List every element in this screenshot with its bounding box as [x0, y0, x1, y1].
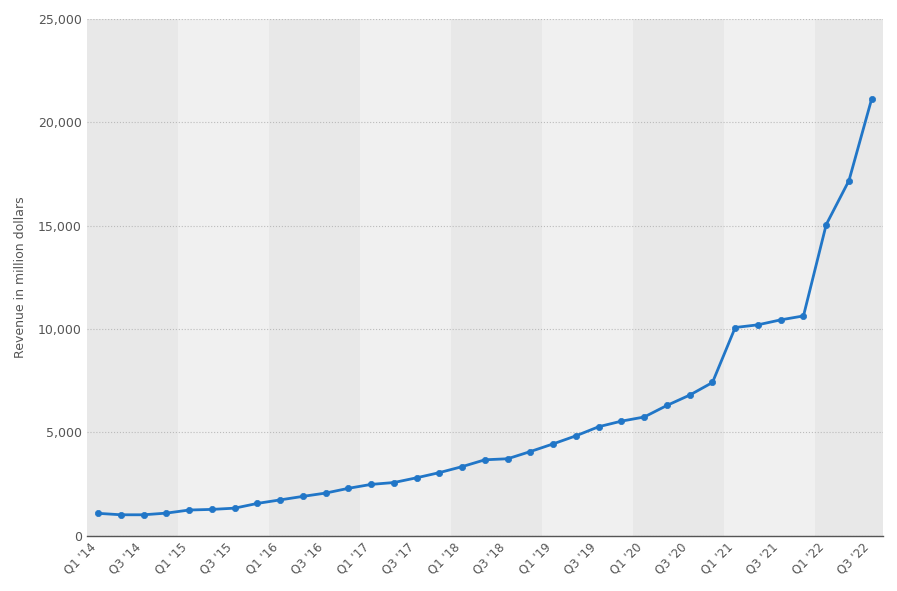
Bar: [724, 19, 814, 535]
Bar: [360, 19, 451, 535]
Bar: [178, 19, 269, 535]
Bar: [542, 19, 632, 535]
Bar: [814, 19, 884, 535]
Y-axis label: Revenue in million dollars: Revenue in million dollars: [13, 196, 27, 358]
Bar: [632, 19, 724, 535]
Bar: [269, 19, 360, 535]
Bar: [451, 19, 542, 535]
Bar: [87, 19, 178, 535]
